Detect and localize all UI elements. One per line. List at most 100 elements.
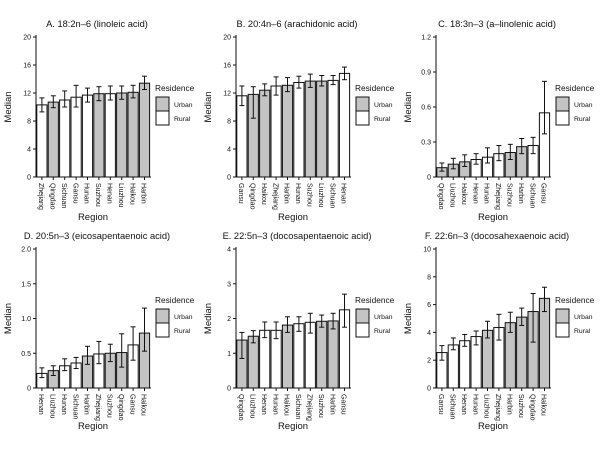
x-tick-label: Sichuan bbox=[294, 394, 301, 419]
bar-harbin bbox=[327, 320, 339, 389]
legend-swatch-rural bbox=[355, 110, 370, 126]
x-tick-label: Harbin bbox=[328, 394, 335, 415]
y-tick-label: 3 bbox=[227, 281, 231, 288]
x-axis-title: Region bbox=[78, 421, 108, 432]
y-tick-label: 0 bbox=[27, 175, 31, 182]
bar-suzhou bbox=[304, 80, 316, 178]
y-tick-label: 0 bbox=[227, 386, 231, 393]
y-tick-label: 8 bbox=[27, 119, 31, 126]
legend-title: Residence bbox=[155, 295, 195, 305]
x-tick-label: Gansu bbox=[71, 183, 78, 204]
legend-title: Residence bbox=[555, 83, 595, 93]
x-tick-label: Qingdao bbox=[117, 394, 124, 421]
y-tick-label: 0.6 bbox=[421, 105, 431, 112]
y-tick-label: 4 bbox=[27, 147, 31, 154]
x-tick-label: Suzhou bbox=[517, 394, 524, 418]
y-tick-label: 0 bbox=[427, 386, 431, 393]
bar-gansu bbox=[236, 95, 248, 178]
x-tick-label: Liuzhou bbox=[49, 394, 56, 419]
panel-title: E. 22:5n–3 (docosapentaenoic acid) bbox=[223, 231, 372, 241]
panel-C-chart: C. 18:3n–3 (a–linolenic acid) 0 0.3 0.6 0.9 1… bbox=[403, 19, 595, 223]
x-tick-label: Liuzhou bbox=[483, 394, 490, 419]
legend-swatch-urban bbox=[555, 308, 570, 324]
legend-label-rural: Rural bbox=[374, 116, 391, 123]
legend-label-urban: Urban bbox=[374, 314, 393, 321]
y-tick-label: 12 bbox=[223, 91, 231, 98]
legend-title: Residence bbox=[355, 83, 395, 93]
x-tick-label: Liuzhou bbox=[449, 183, 456, 208]
y-axis-title: Median bbox=[403, 303, 414, 334]
y-tick-label: 2 bbox=[427, 358, 431, 365]
bar-zhejiang bbox=[36, 104, 48, 178]
x-axis-title: Region bbox=[278, 212, 308, 223]
bar-haikou bbox=[281, 324, 294, 389]
x-tick-label: Liuzhou bbox=[317, 183, 324, 208]
y-tick-label: 8 bbox=[427, 274, 431, 281]
x-tick-label: Zhejiang bbox=[306, 394, 313, 421]
y-tick-label: 6 bbox=[427, 302, 431, 309]
x-tick-label: Zhejiang bbox=[94, 394, 101, 421]
x-tick-label: Gansu bbox=[437, 394, 444, 415]
x-tick-label: Suzhou bbox=[106, 394, 113, 418]
y-tick-label: 2.0 bbox=[21, 247, 31, 254]
x-axis-title: Region bbox=[478, 212, 508, 223]
x-tick-label: Qingdao bbox=[49, 183, 56, 210]
panel-D-chart: D. 20:5n–3 (eicosapentaenoic acid) 0 0.5 1.… bbox=[3, 231, 195, 432]
x-axis-title: Region bbox=[78, 212, 108, 223]
y-axis-title: Median bbox=[3, 91, 14, 122]
x-tick-label: Suzhou bbox=[306, 183, 313, 207]
legend-label-urban: Urban bbox=[174, 102, 193, 109]
x-tick-label: Hunan bbox=[471, 394, 478, 415]
bar-liuzhou bbox=[316, 80, 328, 178]
bar-harbin bbox=[138, 82, 151, 178]
x-tick-label: Gansu bbox=[340, 394, 347, 415]
x-tick-label: Hunan bbox=[294, 183, 301, 204]
y-tick-label: 0.5 bbox=[21, 351, 31, 358]
x-tick-label: Gansu bbox=[128, 394, 135, 415]
x-tick-label: Harbin bbox=[517, 183, 524, 204]
bar-zhejiang bbox=[270, 85, 282, 178]
legend-label-rural: Rural bbox=[174, 328, 191, 335]
y-tick-label: 20 bbox=[23, 35, 31, 42]
x-tick-label: Henan bbox=[460, 394, 467, 415]
x-axis-title: Region bbox=[278, 421, 308, 432]
y-tick-label: 16 bbox=[23, 63, 31, 70]
bar-gansu bbox=[70, 96, 82, 178]
y-tick-label: 0.3 bbox=[421, 140, 431, 147]
legend-label-rural: Rural bbox=[374, 328, 391, 335]
y-tick-label: 4 bbox=[427, 330, 431, 337]
x-tick-label: Zhejiang bbox=[271, 183, 278, 210]
x-tick-label: Haikou bbox=[540, 394, 547, 416]
bar-liuzhou bbox=[481, 329, 494, 389]
panel-title: D. 20:5n–3 (eicosapentaenoic acid) bbox=[24, 231, 170, 241]
y-tick-label: 8 bbox=[227, 119, 231, 126]
legend-swatch-rural bbox=[355, 322, 370, 338]
y-tick-label: 20 bbox=[223, 35, 231, 42]
y-axis-title: Median bbox=[203, 303, 214, 334]
y-axis-title: Median bbox=[3, 303, 14, 334]
x-tick-label: Hunan bbox=[60, 394, 67, 415]
legend-label-urban: Urban bbox=[574, 314, 593, 321]
panel-title: C. 18:3n–3 (a–linolenic acid) bbox=[438, 19, 556, 29]
bar-suzhou bbox=[93, 93, 105, 178]
legend-label-rural: Rural bbox=[174, 116, 191, 123]
x-tick-label: Haikou bbox=[128, 183, 135, 205]
x-tick-label: Haikou bbox=[460, 183, 467, 205]
legend-label-urban: Urban bbox=[174, 314, 193, 321]
bar-henan bbox=[338, 72, 351, 178]
bar-sichuan bbox=[327, 79, 339, 178]
y-tick-label: 1.0 bbox=[21, 316, 31, 323]
x-tick-label: Sichuan bbox=[60, 183, 67, 208]
x-tick-label: Sichuan bbox=[449, 394, 456, 419]
bar-hunan bbox=[81, 94, 94, 178]
legend-swatch-rural bbox=[155, 110, 170, 126]
bar-hunan bbox=[293, 82, 305, 178]
x-tick-label: Suzhou bbox=[94, 183, 101, 207]
bar-henan bbox=[259, 329, 271, 389]
panel-title: B. 20:4n–6 (arachidonic acid) bbox=[237, 19, 358, 29]
x-tick-label: Zhejiang bbox=[494, 183, 501, 210]
x-axis-title: Region bbox=[478, 421, 508, 432]
bar-suzhou bbox=[316, 320, 328, 389]
legend-swatch-rural bbox=[555, 110, 570, 126]
bar-sichuan bbox=[447, 344, 459, 389]
